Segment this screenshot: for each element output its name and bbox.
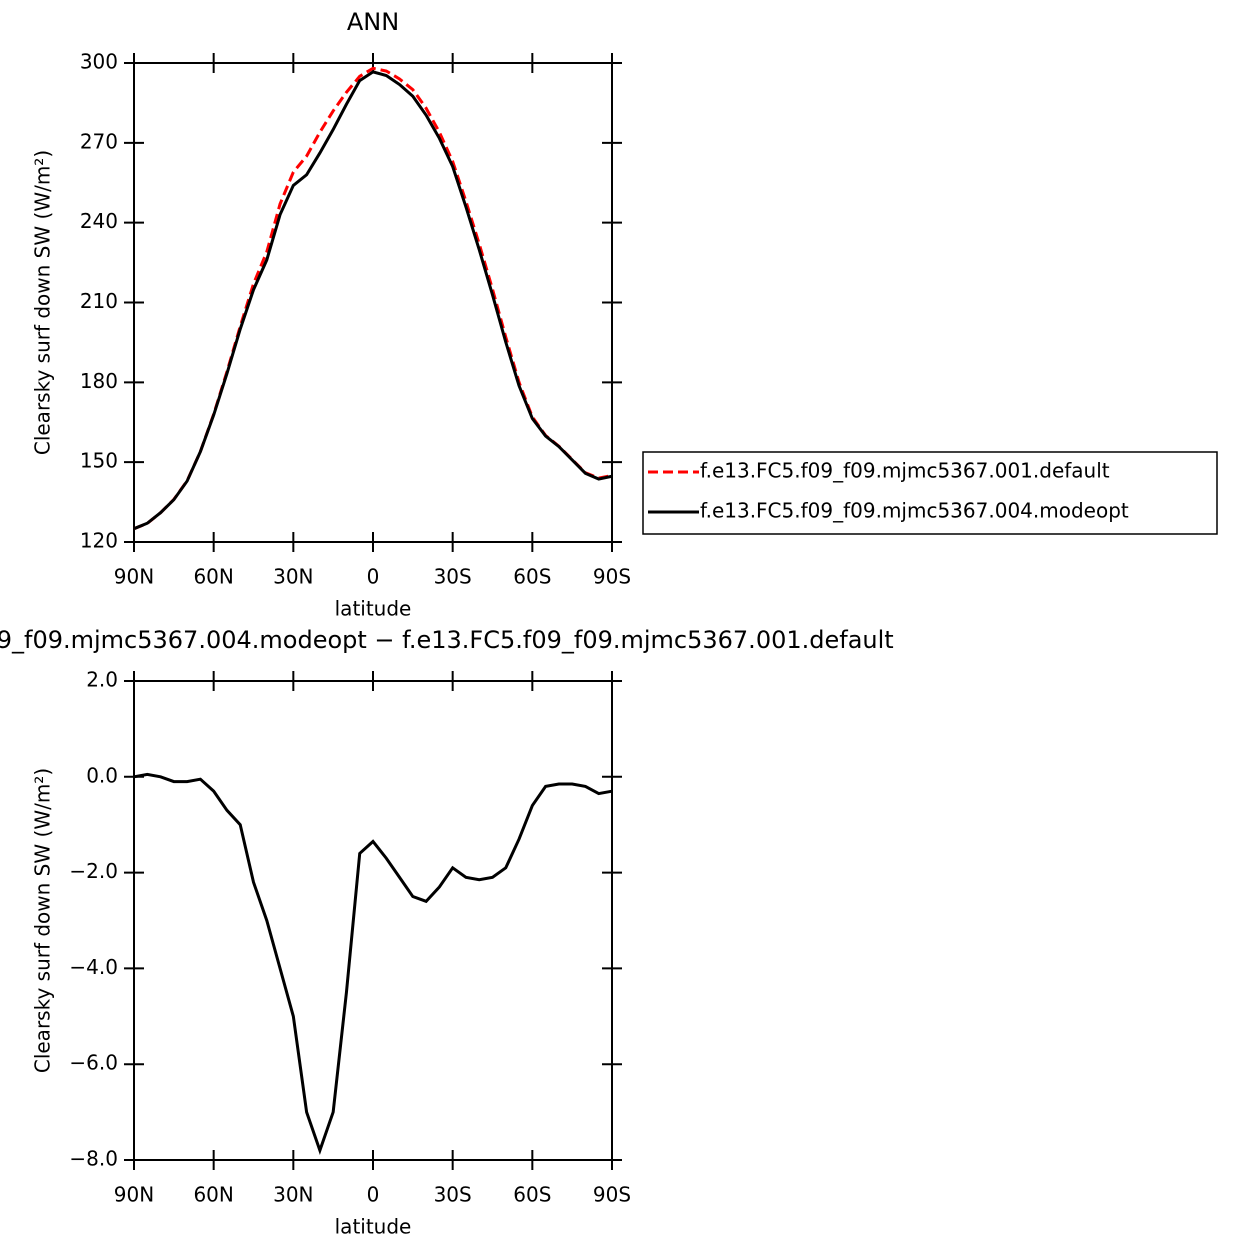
x-tick-label: 30S bbox=[434, 1183, 472, 1207]
y-tick-label: 0.0 bbox=[86, 763, 118, 787]
y-tick-label: 300 bbox=[80, 50, 118, 74]
x-tick-label: 90S bbox=[593, 565, 631, 589]
x-axis-label: latitude bbox=[335, 597, 412, 621]
data-line bbox=[133, 70, 613, 531]
x-tick-label: 0 bbox=[367, 565, 380, 589]
y-tick-label: 180 bbox=[80, 369, 118, 393]
x-tick-label: 90N bbox=[114, 565, 154, 589]
y-tick-label: 120 bbox=[80, 529, 118, 553]
x-tick-label: 30N bbox=[273, 565, 313, 589]
data-line bbox=[133, 66, 613, 531]
y-tick-label: 2.0 bbox=[86, 668, 118, 692]
x-axis-label: latitude bbox=[335, 1215, 412, 1239]
chart-title: ANN bbox=[347, 8, 399, 36]
y-tick-label: 150 bbox=[80, 449, 118, 473]
x-tick-label: 90N bbox=[114, 1183, 154, 1207]
y-tick-label: −2.0 bbox=[69, 859, 118, 883]
legend-label: f.e13.FC5.f09_f09.mjmc5367.001.default bbox=[700, 459, 1110, 483]
y-axis-label: Clearsky surf down SW (W/m²) bbox=[31, 768, 55, 1073]
x-tick-label: 0 bbox=[367, 1183, 380, 1207]
y-axis-label: Clearsky surf down SW (W/m²) bbox=[31, 150, 55, 455]
y-tick-label: 240 bbox=[80, 209, 118, 233]
x-tick-label: 60S bbox=[513, 1183, 551, 1207]
legend-box bbox=[642, 451, 1218, 535]
x-tick-label: 30N bbox=[273, 1183, 313, 1207]
y-tick-label: −6.0 bbox=[69, 1051, 118, 1075]
x-tick-label: 60S bbox=[513, 565, 551, 589]
legend-label: f.e13.FC5.f09_f09.mjmc5367.004.modeopt bbox=[700, 499, 1129, 523]
chart-title: f.e13.FC5.f09_f09.mjmc5367.004.modeopt −… bbox=[0, 626, 894, 654]
plot-frame bbox=[133, 62, 613, 543]
x-tick-label: 60N bbox=[193, 1183, 233, 1207]
data-line bbox=[133, 772, 613, 1156]
y-tick-label: −8.0 bbox=[69, 1147, 118, 1171]
y-tick-label: 270 bbox=[80, 129, 118, 153]
x-tick-label: 60N bbox=[193, 565, 233, 589]
x-tick-label: 90S bbox=[593, 1183, 631, 1207]
plot-frame bbox=[133, 680, 613, 1161]
y-tick-label: −4.0 bbox=[69, 955, 118, 979]
y-tick-label: 210 bbox=[80, 289, 118, 313]
x-tick-label: 30S bbox=[434, 565, 472, 589]
